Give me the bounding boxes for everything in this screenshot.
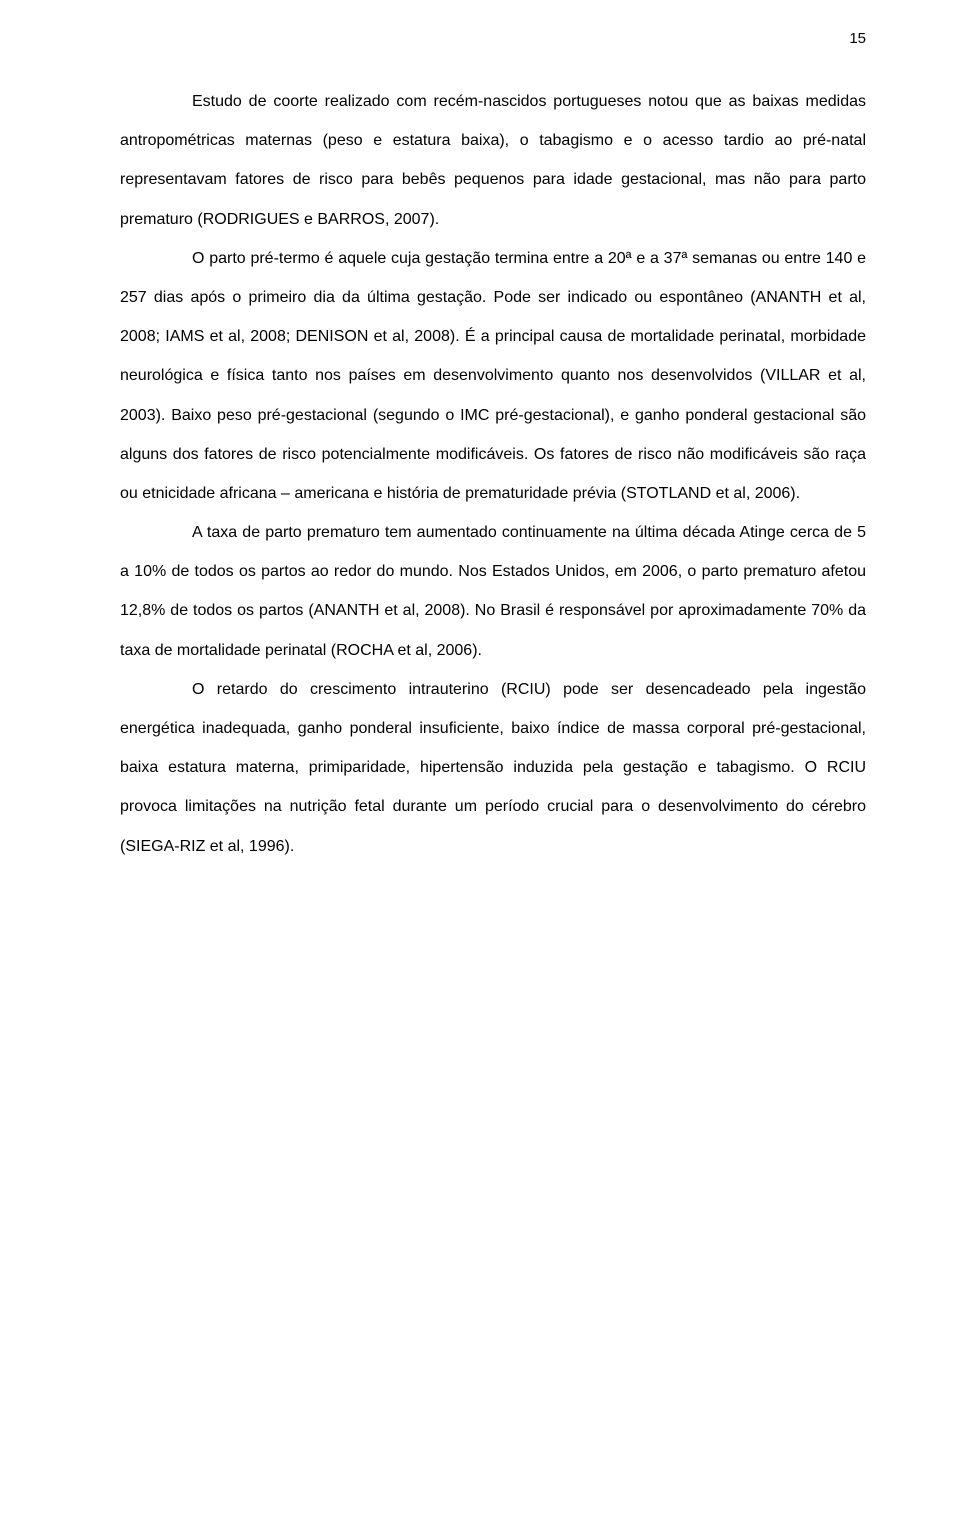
paragraph-3: A taxa de parto prematuro tem aumentado … [120, 513, 866, 670]
paragraph-2: O parto pré-termo é aquele cuja gestação… [120, 239, 866, 513]
paragraph-1: Estudo de coorte realizado com recém-nas… [120, 82, 866, 239]
page-number: 15 [849, 30, 866, 47]
document-content: Estudo de coorte realizado com recém-nas… [120, 82, 866, 866]
paragraph-4: O retardo do crescimento intrauterino (R… [120, 670, 866, 866]
